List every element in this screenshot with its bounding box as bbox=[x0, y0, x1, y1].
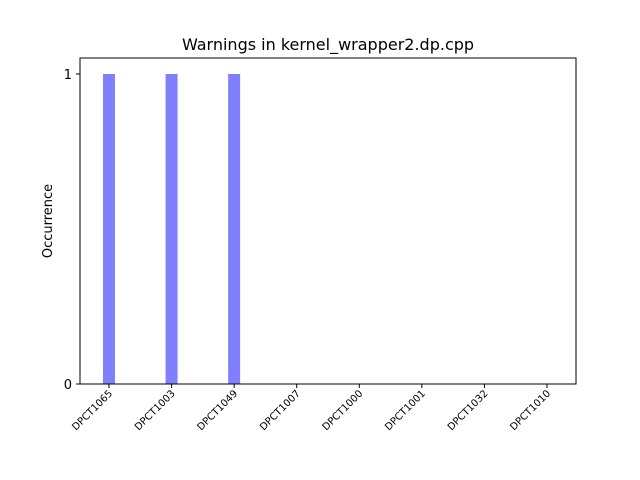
bar-dpct1049 bbox=[228, 74, 241, 384]
y-axis: 01 bbox=[64, 68, 80, 393]
y-tick-label: 0 bbox=[64, 378, 72, 393]
bar-dpct1065 bbox=[103, 74, 115, 384]
bar-dpct1003 bbox=[165, 74, 178, 384]
chart-title: Warnings in kernel_wrapper2.dp.cpp bbox=[182, 35, 474, 55]
bars-group bbox=[103, 74, 241, 384]
y-tick-label: 1 bbox=[64, 68, 72, 83]
y-axis-label: Occurrence bbox=[41, 184, 56, 258]
plot-frame bbox=[79, 57, 577, 385]
